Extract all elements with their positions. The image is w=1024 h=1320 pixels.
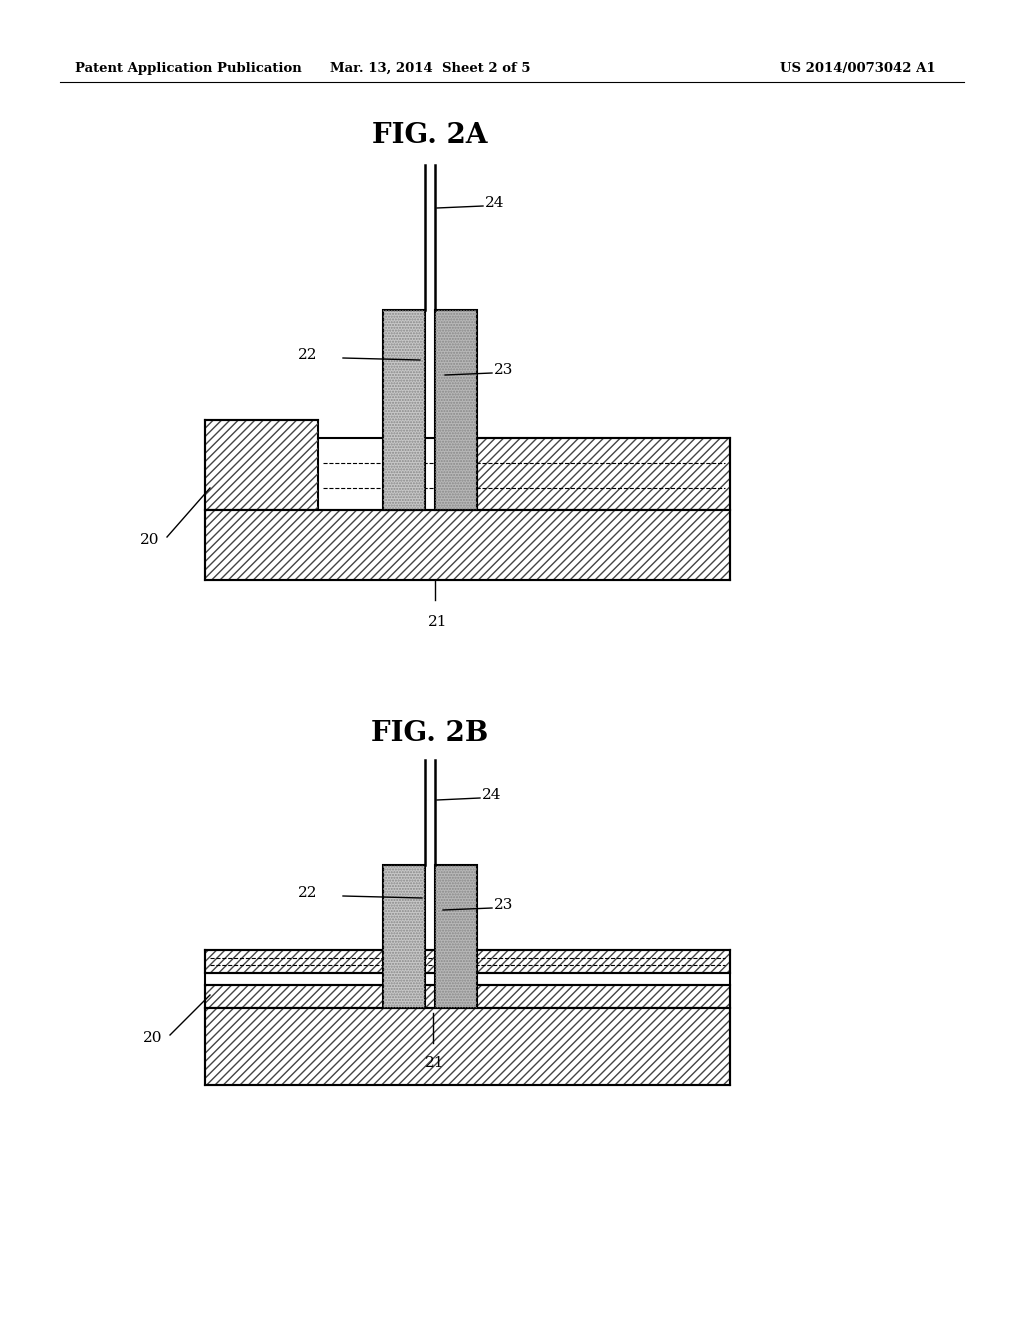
Bar: [435, 865, 477, 1008]
Text: 22: 22: [298, 886, 317, 900]
Bar: [205, 510, 730, 579]
Bar: [435, 310, 477, 510]
Bar: [205, 510, 730, 579]
Bar: [383, 310, 425, 510]
Bar: [477, 438, 730, 510]
Bar: [205, 950, 730, 973]
Bar: [205, 420, 318, 510]
Text: 24: 24: [482, 788, 502, 803]
Bar: [383, 865, 425, 1008]
Text: FIG. 2B: FIG. 2B: [372, 719, 488, 747]
Text: 23: 23: [494, 898, 513, 912]
Text: 20: 20: [140, 533, 160, 546]
Bar: [205, 985, 730, 1008]
Bar: [383, 310, 425, 510]
Text: 21: 21: [428, 615, 447, 630]
Text: Patent Application Publication: Patent Application Publication: [75, 62, 302, 75]
Bar: [205, 985, 730, 1008]
Bar: [205, 420, 318, 510]
Text: US 2014/0073042 A1: US 2014/0073042 A1: [780, 62, 936, 75]
Bar: [383, 865, 425, 1008]
Bar: [477, 438, 730, 510]
Text: 23: 23: [494, 363, 513, 378]
Bar: [435, 310, 477, 510]
Bar: [205, 1008, 730, 1085]
Text: Mar. 13, 2014  Sheet 2 of 5: Mar. 13, 2014 Sheet 2 of 5: [330, 62, 530, 75]
Bar: [435, 865, 477, 1008]
Text: 22: 22: [298, 348, 317, 362]
Text: 20: 20: [143, 1031, 163, 1045]
Bar: [205, 950, 730, 973]
Bar: [205, 1008, 730, 1085]
Text: FIG. 2A: FIG. 2A: [373, 121, 487, 149]
Text: 21: 21: [425, 1056, 444, 1071]
Text: 24: 24: [485, 195, 505, 210]
